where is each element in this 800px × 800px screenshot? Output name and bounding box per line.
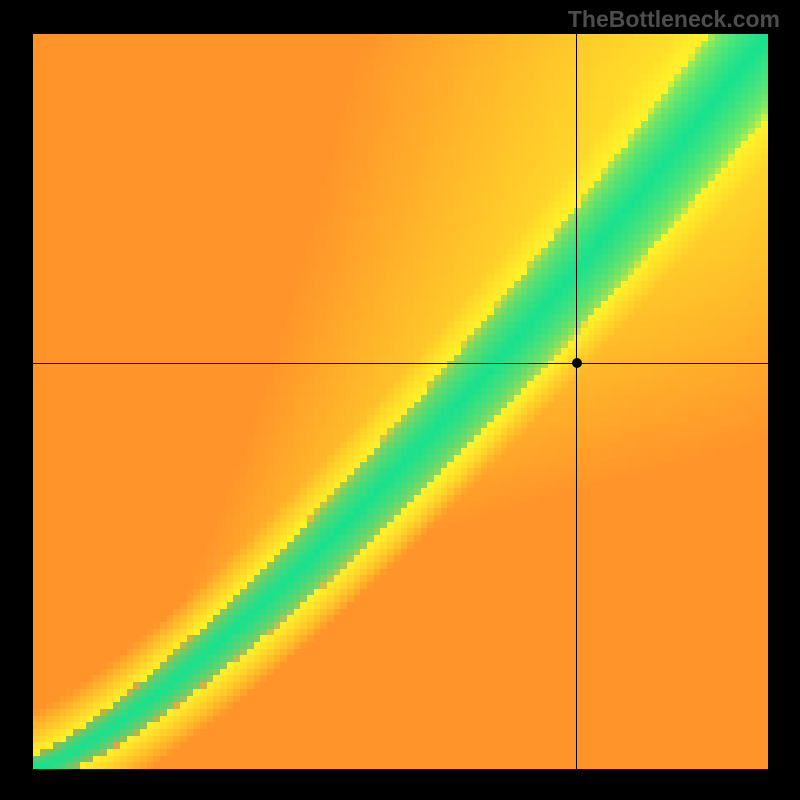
root: TheBottleneck.com <box>0 0 800 800</box>
crosshair-horizontal <box>33 363 768 364</box>
heatmap-canvas <box>33 34 768 769</box>
watermark-text: TheBottleneck.com <box>568 6 780 33</box>
crosshair-vertical <box>576 34 577 769</box>
